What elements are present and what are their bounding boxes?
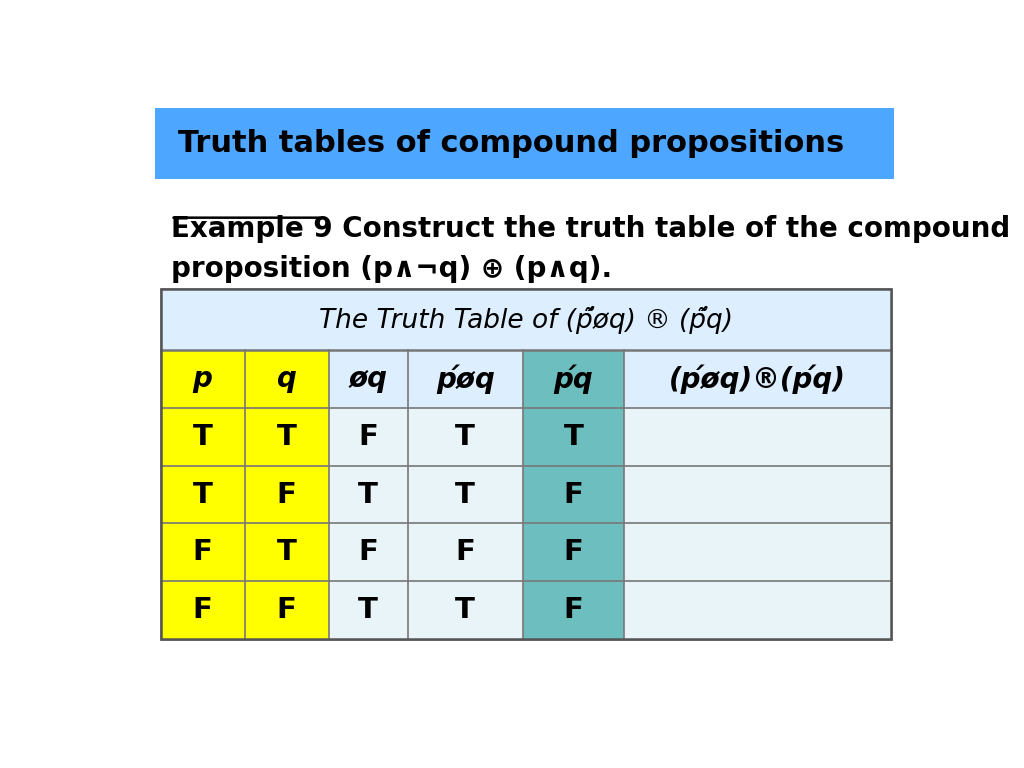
Text: T: T — [358, 596, 378, 624]
Text: F: F — [358, 538, 378, 566]
FancyBboxPatch shape — [245, 408, 329, 466]
Text: F: F — [276, 596, 297, 624]
Text: F: F — [193, 596, 213, 624]
Text: proposition (p∧¬q) ⊕ (p∧q).: proposition (p∧¬q) ⊕ (p∧q). — [171, 256, 611, 283]
FancyBboxPatch shape — [329, 350, 408, 408]
FancyBboxPatch shape — [329, 466, 408, 524]
FancyBboxPatch shape — [155, 108, 895, 179]
FancyBboxPatch shape — [624, 524, 891, 581]
FancyBboxPatch shape — [624, 581, 891, 639]
Text: p: p — [193, 366, 213, 393]
FancyBboxPatch shape — [624, 466, 891, 524]
FancyBboxPatch shape — [245, 524, 329, 581]
FancyBboxPatch shape — [624, 350, 891, 408]
Text: T: T — [358, 481, 378, 508]
FancyBboxPatch shape — [523, 408, 624, 466]
Text: F: F — [563, 538, 584, 566]
FancyBboxPatch shape — [408, 466, 523, 524]
Text: T: T — [456, 423, 475, 451]
FancyBboxPatch shape — [161, 466, 245, 524]
Text: The Truth Table of (ṕ̃øq) ® (ṕ̃q): The Truth Table of (ṕ̃øq) ® (ṕ̃q) — [318, 306, 733, 334]
FancyBboxPatch shape — [161, 581, 245, 639]
FancyBboxPatch shape — [408, 581, 523, 639]
FancyBboxPatch shape — [523, 581, 624, 639]
FancyBboxPatch shape — [161, 290, 891, 350]
FancyBboxPatch shape — [161, 408, 245, 466]
Text: T: T — [276, 423, 297, 451]
FancyBboxPatch shape — [523, 466, 624, 524]
Text: F: F — [563, 596, 584, 624]
FancyBboxPatch shape — [245, 466, 329, 524]
FancyBboxPatch shape — [329, 524, 408, 581]
FancyBboxPatch shape — [245, 581, 329, 639]
Text: q: q — [276, 366, 297, 393]
FancyBboxPatch shape — [329, 408, 408, 466]
Text: T: T — [276, 538, 297, 566]
Text: T: T — [193, 481, 213, 508]
Text: ṕq: ṕq — [554, 365, 593, 394]
Text: F: F — [193, 538, 213, 566]
FancyBboxPatch shape — [408, 350, 523, 408]
FancyBboxPatch shape — [624, 408, 891, 466]
Text: T: T — [563, 423, 584, 451]
Text: ṕøq: ṕøq — [436, 365, 495, 394]
Text: T: T — [456, 596, 475, 624]
Text: F: F — [276, 481, 297, 508]
Text: Truth tables of compound propositions: Truth tables of compound propositions — [178, 129, 845, 158]
FancyBboxPatch shape — [408, 524, 523, 581]
Text: (ṕøq)®(ṕq): (ṕøq)®(ṕq) — [670, 365, 846, 394]
FancyBboxPatch shape — [329, 581, 408, 639]
FancyBboxPatch shape — [161, 290, 891, 639]
FancyBboxPatch shape — [161, 524, 245, 581]
FancyBboxPatch shape — [523, 350, 624, 408]
FancyBboxPatch shape — [161, 350, 245, 408]
FancyBboxPatch shape — [523, 524, 624, 581]
Text: T: T — [193, 423, 213, 451]
Text: T: T — [456, 481, 475, 508]
Text: F: F — [563, 481, 584, 508]
FancyBboxPatch shape — [245, 350, 329, 408]
Text: Example 9 Construct the truth table of the compound: Example 9 Construct the truth table of t… — [171, 215, 1010, 243]
Text: F: F — [456, 538, 475, 566]
FancyBboxPatch shape — [408, 408, 523, 466]
Text: øq: øq — [348, 366, 388, 393]
Text: F: F — [358, 423, 378, 451]
